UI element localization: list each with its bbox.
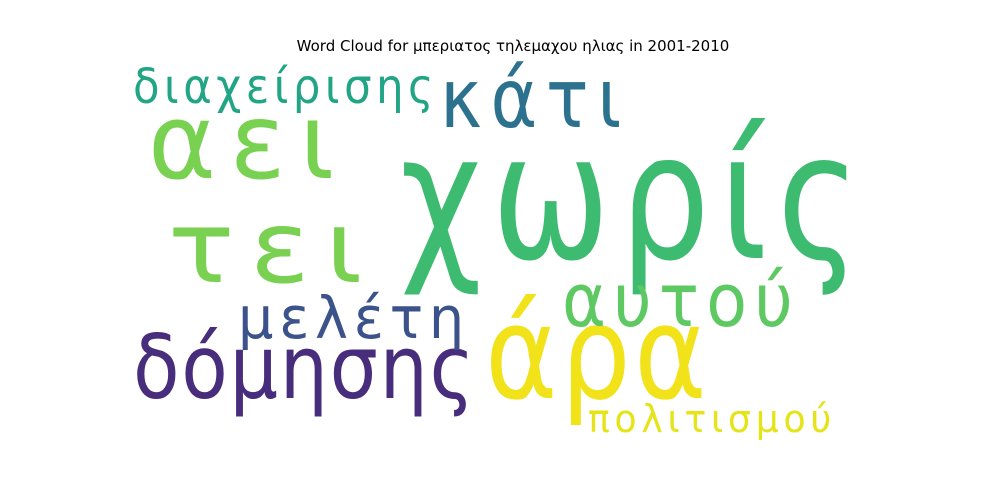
- word-1: χωρίς: [400, 97, 870, 300]
- word-3: αει: [148, 81, 348, 203]
- word-7: αυτού: [562, 258, 800, 344]
- word-5: κάτι: [440, 52, 630, 147]
- word-6: δόμησης: [133, 316, 476, 419]
- word-9: διαχείρισης: [133, 59, 438, 115]
- word-8: μελέτη: [238, 284, 470, 352]
- word-4: τει: [168, 189, 378, 306]
- word-2: άρα: [485, 277, 710, 429]
- word-10: πολιτισμού: [588, 397, 836, 441]
- chart-title: Word Cloud for μπεριατος τηλεμαχου ηλιας…: [296, 37, 730, 55]
